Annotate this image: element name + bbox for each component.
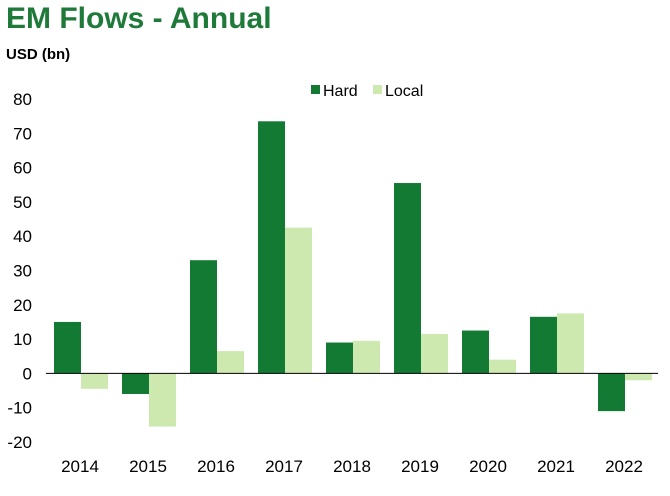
x-tick-label: 2022 <box>605 457 643 476</box>
bar-hard-2017 <box>258 121 285 374</box>
bar-local-2016 <box>217 351 244 374</box>
bar-local-2022 <box>625 373 652 381</box>
legend-label-hard: Hard <box>323 83 358 100</box>
y-tick-label: 80 <box>13 90 32 109</box>
bar-hard-2014 <box>54 321 81 374</box>
y-tick-label: 60 <box>13 159 32 178</box>
bar-local-2014 <box>81 373 108 389</box>
x-tick-label: 2014 <box>61 457 99 476</box>
bar-local-2020 <box>489 359 516 374</box>
legend-swatch-hard <box>311 85 320 94</box>
y-tick-label: 0 <box>23 364 32 383</box>
bar-local-2019 <box>421 333 448 374</box>
bars <box>46 121 658 427</box>
y-tick-label: -20 <box>7 433 32 452</box>
y-tick-label: 70 <box>13 124 32 143</box>
x-axis-ticks: 2014 2015 2016 2017 2018 2019 2020 2021 2022 <box>61 457 643 476</box>
y-tick-label: -10 <box>7 399 32 418</box>
bar-hard-2016 <box>190 260 217 374</box>
bar-local-2021 <box>557 313 584 374</box>
y-tick-label: 30 <box>13 262 32 281</box>
bar-hard-2019 <box>394 183 421 374</box>
x-tick-label: 2021 <box>537 457 575 476</box>
x-tick-label: 2019 <box>401 457 439 476</box>
bar-hard-2022 <box>598 373 625 412</box>
bar-hard-2018 <box>326 342 353 374</box>
legend-label-local: Local <box>385 83 423 100</box>
legend: Hard Local <box>311 83 423 100</box>
x-tick-label: 2018 <box>333 457 371 476</box>
y-tick-label: 40 <box>13 227 32 246</box>
bar-local-2015 <box>149 373 176 427</box>
y-tick-label: 50 <box>13 193 32 212</box>
x-tick-label: 2015 <box>129 457 167 476</box>
chart-title: EM Flows - Annual <box>6 2 272 35</box>
bar-hard-2020 <box>462 330 489 374</box>
y-tick-label: 10 <box>13 330 32 349</box>
bar-local-2017 <box>285 227 312 374</box>
x-tick-label: 2016 <box>197 457 235 476</box>
y-tick-label: 20 <box>13 296 32 315</box>
legend-swatch-local <box>373 85 382 94</box>
x-tick-label: 2020 <box>469 457 507 476</box>
bar-hard-2021 <box>530 316 557 374</box>
bar-hard-2015 <box>122 373 149 394</box>
x-tick-label: 2017 <box>265 457 303 476</box>
bar-local-2018 <box>353 340 380 374</box>
y-axis-units-label: USD (bn) <box>6 46 71 63</box>
y-axis-ticks: -20 -10 0 10 20 30 40 50 60 70 80 <box>7 90 32 452</box>
